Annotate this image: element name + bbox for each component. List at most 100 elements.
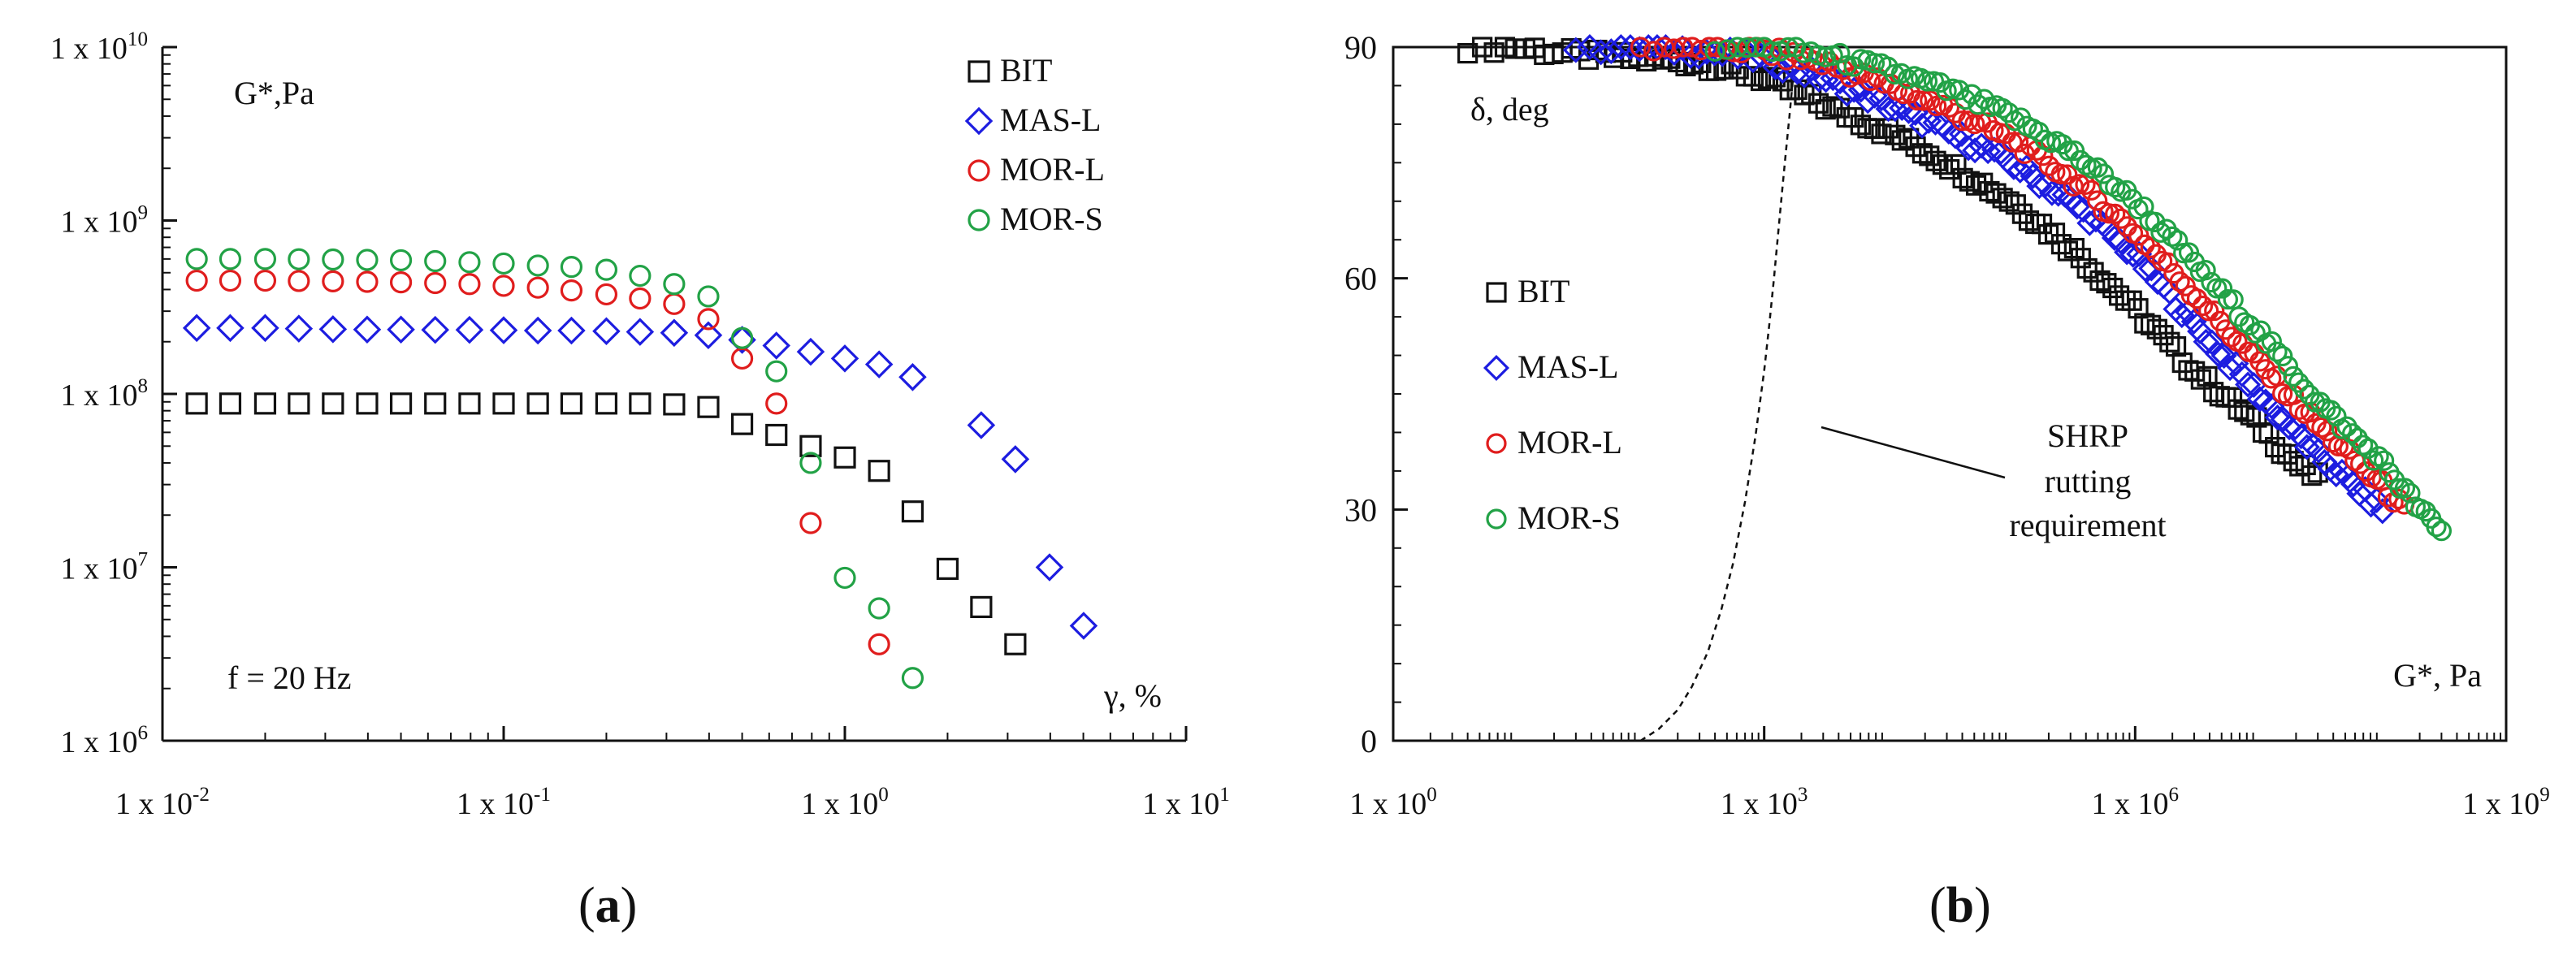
data-point — [421, 315, 449, 344]
data-point — [389, 249, 413, 272]
data-point — [1850, 115, 1871, 136]
data-point — [387, 315, 415, 344]
data-point — [219, 248, 242, 270]
data-point — [1643, 41, 1665, 62]
data-point — [492, 392, 515, 415]
data-point — [697, 396, 720, 418]
data-point — [253, 248, 277, 270]
data-point — [389, 271, 413, 294]
data-point — [2198, 329, 2225, 356]
data-point — [1747, 41, 1774, 68]
y-tick-label: 1 x 106 — [60, 722, 148, 759]
data-point — [592, 317, 621, 346]
data-point — [1713, 58, 1734, 80]
data-point — [660, 318, 689, 348]
data-point — [1946, 154, 1967, 175]
data-point — [2002, 132, 2023, 153]
data-point — [1992, 188, 2013, 209]
data-point — [216, 314, 245, 343]
data-point — [2070, 248, 2091, 269]
series-mor-l — [185, 269, 890, 655]
data-point — [765, 392, 788, 415]
data-point — [629, 287, 652, 310]
data-point — [2265, 437, 2286, 458]
data-point — [322, 270, 344, 292]
legend-marker — [1483, 354, 1510, 382]
data-point — [2261, 331, 2282, 352]
series-mas-l — [1562, 33, 2396, 525]
data-point — [663, 273, 686, 296]
x-tick-label: 1 x 101 — [1142, 784, 1230, 821]
data-point — [2431, 521, 2453, 542]
data-point — [1815, 99, 1836, 120]
data-point — [185, 269, 208, 292]
data-point — [560, 256, 583, 279]
data-point — [868, 633, 890, 655]
legend-label: BIT — [1517, 273, 1569, 309]
data-point — [1885, 124, 1906, 145]
legend-label: MOR-L — [1000, 151, 1105, 188]
legend-label: MAS-L — [1517, 348, 1618, 385]
legend-marker — [1486, 282, 1507, 303]
data-point — [2105, 203, 2126, 225]
data-point — [2264, 404, 2291, 431]
data-point — [595, 258, 618, 281]
data-point — [799, 452, 822, 474]
y-tick-label: 1 x 109 — [60, 202, 148, 240]
x-tick-label: 1 x 106 — [2092, 784, 2180, 821]
data-point — [288, 248, 310, 270]
data-point — [1922, 109, 1949, 136]
data-point — [2374, 450, 2395, 471]
data-point — [356, 392, 379, 415]
data-point — [1851, 49, 1872, 70]
legend-label: MOR-L — [1517, 424, 1622, 461]
data-point — [2215, 387, 2236, 408]
data-point — [868, 597, 890, 620]
data-point — [2145, 211, 2166, 233]
data-point — [2044, 223, 2066, 244]
chart-panel-a: 1 x 106 1 x 107 1 x 108 1 x 109 1 x 1010 1 x … — [50, 28, 1230, 821]
data-point — [2320, 400, 2341, 421]
y-tick-label: 1 x 108 — [60, 375, 148, 413]
data-point — [253, 269, 277, 292]
data-point — [2168, 302, 2195, 329]
data-point — [2283, 451, 2304, 472]
data-point — [2235, 371, 2262, 398]
data-point — [970, 595, 993, 619]
data-point — [2192, 295, 2214, 317]
data-point — [2400, 482, 2421, 504]
data-point — [901, 500, 924, 523]
data-point — [1884, 63, 1905, 85]
data-point — [1004, 633, 1027, 655]
y-tick-label: 90 — [1344, 29, 1377, 66]
data-point — [2304, 391, 2326, 413]
data-point — [356, 249, 379, 271]
data-point — [1472, 37, 1493, 58]
data-point — [694, 321, 723, 350]
data-point — [2146, 318, 2167, 339]
data-point — [2140, 237, 2161, 258]
data-point — [868, 460, 890, 482]
data-point — [2105, 176, 2126, 198]
data-point — [185, 392, 208, 415]
data-point — [2018, 210, 2040, 231]
data-point — [2057, 240, 2079, 262]
data-point — [1920, 90, 1941, 111]
data-point — [1916, 71, 1938, 92]
data-point — [2209, 386, 2230, 407]
data-point — [2087, 190, 2108, 211]
data-point — [492, 275, 515, 297]
shrp-annotation-line: SHRP — [2047, 417, 2128, 454]
data-point — [2158, 252, 2179, 273]
data-point — [2063, 193, 2090, 220]
data-point — [2098, 203, 2119, 224]
data-point — [2134, 313, 2155, 334]
data-point — [2007, 132, 2029, 153]
data-point — [1808, 93, 1829, 114]
data-point — [728, 326, 756, 354]
data-point — [2197, 365, 2218, 387]
data-point — [523, 316, 552, 345]
data-point — [322, 248, 344, 271]
data-point — [1965, 175, 1987, 196]
